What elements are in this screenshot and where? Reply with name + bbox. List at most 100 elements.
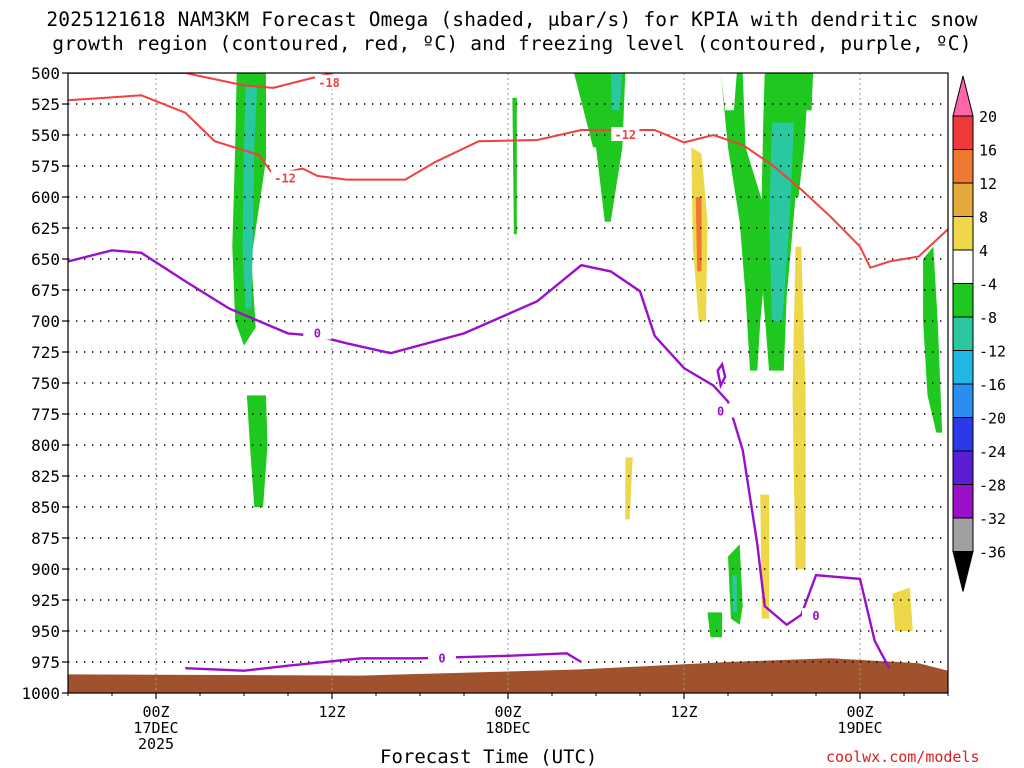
pressure-axis: 500 525 550 575 600 625 650 675 700 725 750 775 800 8… <box>21 64 68 703</box>
y-tick-label-750: 750 <box>31 374 60 393</box>
omega-region-4 <box>666 482 696 594</box>
contour-label-dgz-bottom-bg <box>271 170 300 185</box>
x-tick-label-42-0: 12Z <box>670 703 697 721</box>
colorbar-label-1: 16 <box>979 142 997 160</box>
colorbar-box-0 <box>952 115 974 150</box>
y-tick-label-1000: 1000 <box>21 684 60 703</box>
omega-region--4 <box>804 73 814 111</box>
omega-region-8 <box>792 246 806 569</box>
colorbar-label-11: -28 <box>979 477 1006 495</box>
y-tick-label-525: 525 <box>31 95 60 114</box>
omega-region-4 <box>637 376 661 594</box>
y-tick-label-500: 500 <box>31 64 60 83</box>
colorbar-box-9 <box>952 417 974 452</box>
y-tick-label-950: 950 <box>31 622 60 641</box>
colorbar-box-2 <box>952 182 974 217</box>
y-tick-label-825: 825 <box>31 467 60 486</box>
freezing-level-contour-low <box>185 652 582 672</box>
contour-label-dgz-bottom: -12 <box>274 171 296 185</box>
colorbar: 20 16 12 8 4 -4 -8 -12 -16 -20 -24 -28 -32 -36 <box>952 75 1006 592</box>
omega-region-4 <box>512 432 530 557</box>
y-tick-label-675: 675 <box>31 281 60 300</box>
contour-label-freezing-bg <box>303 325 332 340</box>
x-tick-label-54-0: 00Z <box>846 703 873 721</box>
y-tick-label-800: 800 <box>31 436 60 455</box>
colorbar-box-6 <box>952 316 974 351</box>
omega-region--8 <box>769 122 794 321</box>
y-tick-label-700: 700 <box>31 312 60 331</box>
x-tick-label-54-1: 19DEC <box>837 719 882 737</box>
colorbar-box-3 <box>952 216 974 251</box>
y-tick-label-975: 975 <box>31 653 60 672</box>
colorbar-box-12 <box>952 517 974 552</box>
colorbar-label-9: -20 <box>979 410 1006 428</box>
contour-label-freezing: 0 <box>314 326 321 340</box>
colorbar-box-8 <box>952 383 974 418</box>
omega-region--4 <box>707 612 723 638</box>
colorbar-label-7: -12 <box>979 343 1006 361</box>
contour-label-dgz-top-bg <box>315 74 344 89</box>
colorbar-box-11 <box>952 484 974 519</box>
contour-label-freezing-right-bg <box>802 608 830 623</box>
omega-region-4 <box>219 624 239 644</box>
x-tick-label-18-0: 12Z <box>318 703 345 721</box>
contour-label-freezing-low: 0 <box>438 651 445 665</box>
y-tick-label-775: 775 <box>31 405 60 424</box>
omega-region-4 <box>323 259 331 297</box>
y-tick-label-850: 850 <box>31 498 60 517</box>
y-tick-label-575: 575 <box>31 157 60 176</box>
y-tick-label-875: 875 <box>31 529 60 548</box>
contour-label-dgz-top: -18 <box>318 76 340 90</box>
omega-region--8 <box>610 73 623 111</box>
y-tick-label-600: 600 <box>31 188 60 207</box>
colorbar-box-7 <box>952 350 974 385</box>
colorbar-box-10 <box>952 450 974 485</box>
omega-region--4 <box>720 73 767 371</box>
omega-shading-layer <box>197 73 943 650</box>
y-tick-label-900: 900 <box>31 560 60 579</box>
y-tick-label-625: 625 <box>31 219 60 238</box>
colorbar-label-2: 12 <box>979 175 997 193</box>
colorbar-box-1 <box>952 149 974 184</box>
grid-lines <box>68 73 948 693</box>
colorbar-label-5: -4 <box>979 276 997 294</box>
omega-region-4 <box>588 432 611 569</box>
freezing-level-loop <box>716 361 727 390</box>
colorbar-bottom-arrow <box>952 551 974 592</box>
colorbar-label-12: -32 <box>979 510 1006 528</box>
y-tick-label-725: 725 <box>31 343 60 362</box>
contour-label-dgz-bottom-2-bg <box>611 127 640 141</box>
dgz-lower-contour <box>68 94 948 269</box>
contour-label-dgz-bottom-2: -12 <box>614 128 636 142</box>
colorbar-label-4: 4 <box>979 242 988 260</box>
y-tick-label-925: 925 <box>31 591 60 610</box>
credit-text: coolwx.com/models <box>826 748 980 766</box>
colorbar-label-6: -8 <box>979 309 997 327</box>
y-tick-label-550: 550 <box>31 126 60 145</box>
chart-title-line-1: 2025121618 NAM3KM Forecast Omega (shaded… <box>46 8 978 31</box>
omega-region--4 <box>246 395 268 507</box>
colorbar-label-8: -16 <box>979 376 1006 394</box>
omega-region--4 <box>923 246 943 433</box>
colorbar-box-4 <box>952 249 974 284</box>
colorbar-top-arrow <box>952 75 974 117</box>
x-tick-label-6-2: 2025 <box>138 735 174 753</box>
colorbar-label-13: -36 <box>979 544 1006 562</box>
contour-label-freezing-low-bg <box>428 650 456 665</box>
freezing-level-contour <box>68 249 891 669</box>
omega-region-8 <box>892 587 913 631</box>
contour-layer: -18 -12 -12 0 0 0 0 <box>68 73 948 672</box>
colorbar-box-5 <box>952 283 974 318</box>
omega-region--4 <box>512 97 517 235</box>
y-tick-label-650: 650 <box>31 250 60 269</box>
omega-region-8 <box>625 457 633 520</box>
omega-region-4 <box>354 531 359 569</box>
omega-region--8 <box>732 575 737 613</box>
x-tick-label-30-0: 00Z <box>494 703 521 721</box>
omega-region--8 <box>242 85 258 309</box>
x-tick-label-6-0: 00Z <box>142 703 169 721</box>
contour-label-freezing-right: 0 <box>812 609 819 623</box>
dgz-upper-contour <box>68 73 333 89</box>
x-tick-label-6-1: 17DEC <box>133 719 178 737</box>
